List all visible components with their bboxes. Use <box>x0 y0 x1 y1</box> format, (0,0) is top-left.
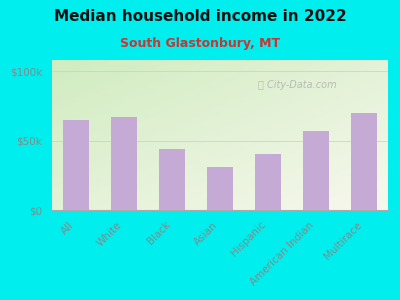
Text: ⓘ City-Data.com: ⓘ City-Data.com <box>258 80 336 91</box>
Bar <box>111 117 137 210</box>
Bar <box>63 120 89 210</box>
Bar <box>303 131 329 210</box>
Bar <box>255 154 281 210</box>
Bar <box>159 149 185 210</box>
Bar <box>207 167 233 210</box>
Text: Median household income in 2022: Median household income in 2022 <box>54 9 346 24</box>
Bar <box>351 113 377 210</box>
Text: South Glastonbury, MT: South Glastonbury, MT <box>120 38 280 50</box>
